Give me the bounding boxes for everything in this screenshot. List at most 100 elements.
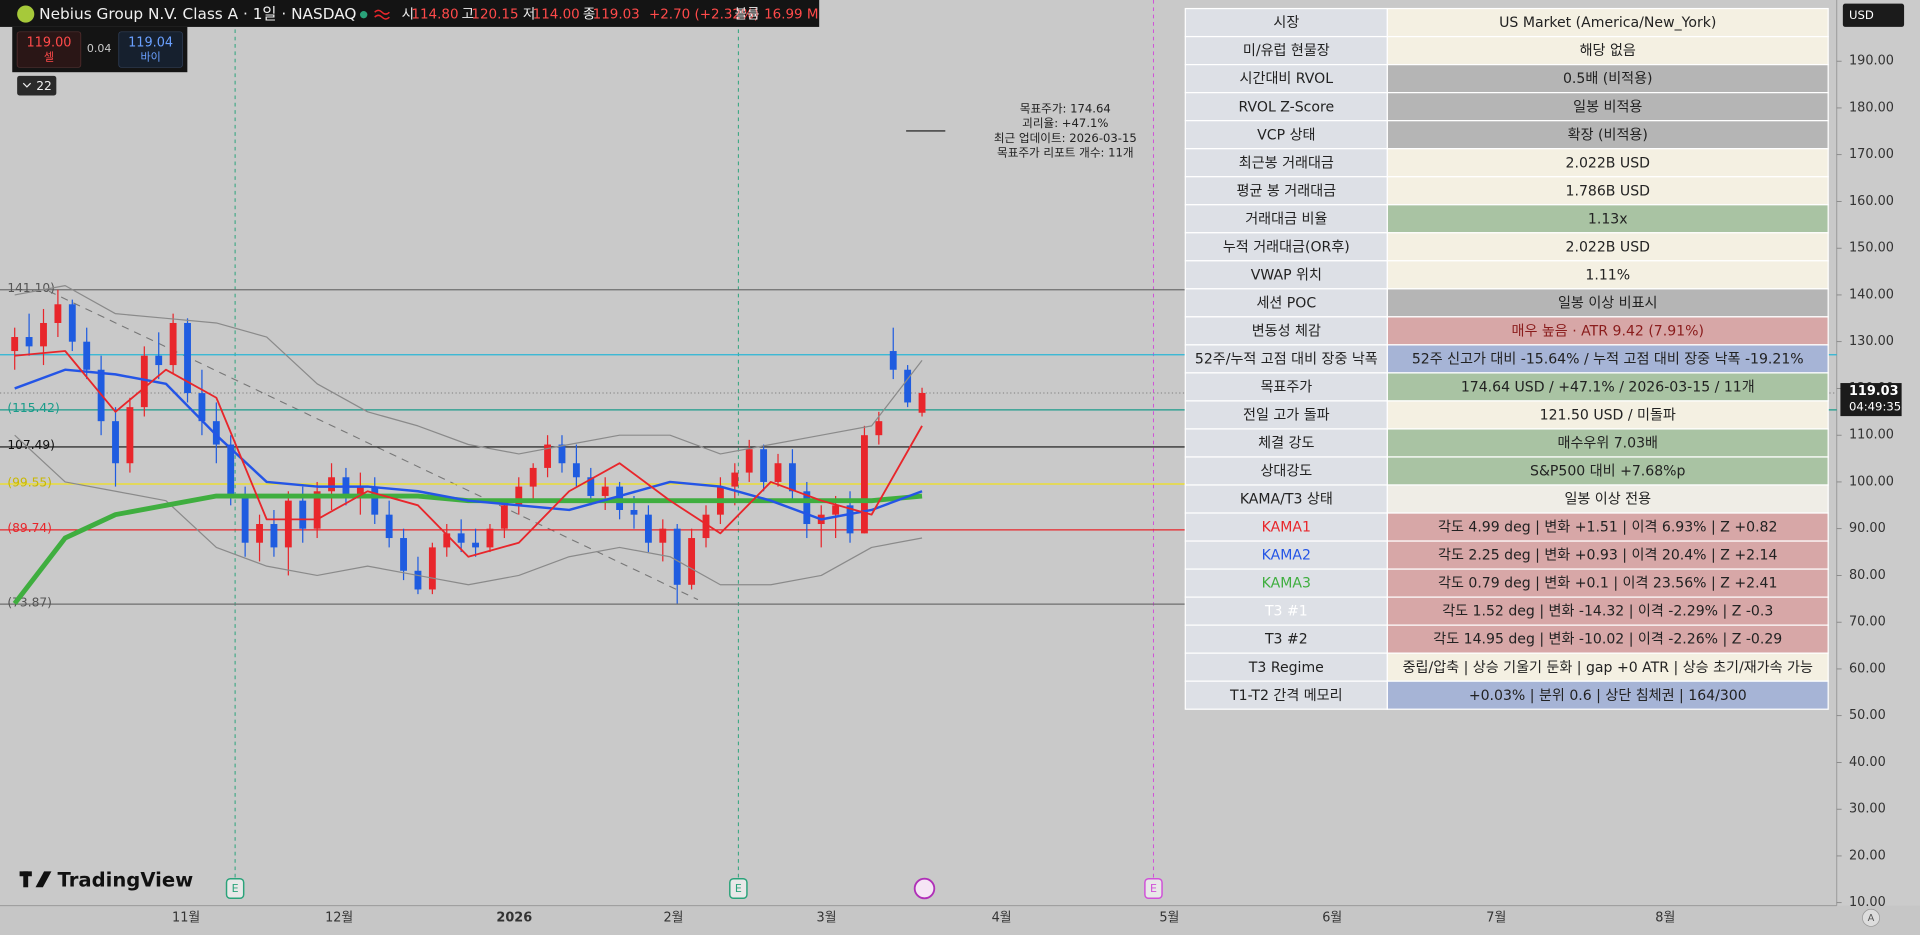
buy-button[interactable] <box>118 31 183 68</box>
table-label: 미/유럽 현물장 <box>1243 43 1330 59</box>
auto-scale-button[interactable] <box>1862 908 1880 927</box>
annotation-text: 목표주가: 174.64 <box>1020 101 1111 115</box>
candle-body <box>284 500 292 548</box>
table-value-cell <box>1386 540 1829 570</box>
candle-body <box>702 514 710 539</box>
table-value: 1.13x <box>1588 211 1628 227</box>
table-label-cell <box>1184 652 1388 682</box>
candle-body <box>385 514 393 539</box>
table-value-cell <box>1386 92 1829 122</box>
level-label: 141.10) <box>7 281 55 295</box>
logo-text: TradingView <box>58 869 194 892</box>
level-label: (89.74) <box>7 521 52 535</box>
table-label-cell <box>1184 204 1388 234</box>
ohlc-label: 종 <box>583 8 595 23</box>
candle-body <box>861 435 868 534</box>
sell-button[interactable] <box>16 31 82 68</box>
currency-button[interactable] <box>1842 3 1905 27</box>
level-label: (99.55) <box>7 475 52 489</box>
x-tick-label: 11월 <box>172 910 200 925</box>
candle-body <box>212 421 220 445</box>
table-value-cell <box>1386 288 1829 318</box>
table-value: 각도 14.95 deg | 변화 -10.02 | 이격 -2.26% | Z… <box>1433 632 1782 648</box>
indicator-toggle[interactable] <box>17 75 57 96</box>
candle-body <box>644 514 652 543</box>
candle-body <box>529 467 537 487</box>
table-value-cell <box>1386 456 1829 486</box>
candle-body <box>587 477 595 496</box>
table-label: 누적 거래대금(OR후) <box>1223 239 1350 255</box>
table-label-cell <box>1184 260 1388 290</box>
candle-body <box>515 486 523 506</box>
table-label-cell <box>1184 540 1388 570</box>
volume-label: 볼륨 <box>735 7 760 23</box>
buy-label: 바이 <box>140 51 160 64</box>
table-label: 시장 <box>1273 15 1299 31</box>
y-tick-label: 20.00 <box>1849 848 1886 863</box>
countdown: 04:49:35 <box>1849 399 1901 413</box>
spread: 0.04 <box>87 42 112 55</box>
candle-body <box>25 337 33 347</box>
candle-body <box>760 449 768 482</box>
table-label: T3 Regime <box>1248 660 1324 676</box>
table-value-cell <box>1386 316 1829 346</box>
candle-body <box>544 444 552 468</box>
earnings-marker[interactable] <box>225 877 245 900</box>
candle-body <box>270 524 278 548</box>
table-value: 2.022B USD <box>1566 239 1650 255</box>
table-label-cell <box>1184 344 1388 374</box>
dividend-marker[interactable] <box>913 877 936 900</box>
table-value-cell <box>1386 176 1829 206</box>
y-tick-label: 80.00 <box>1849 568 1886 583</box>
candle-body <box>889 351 897 370</box>
table-value: 174.64 USD / +47.1% / 2026-03-15 / 11개 <box>1461 380 1755 396</box>
table-value: 1.786B USD <box>1566 183 1650 199</box>
table-value-cell <box>1386 64 1829 94</box>
symbol: Nebius Group N.V. Class A · 1일 · NASDAQ <box>39 5 356 23</box>
table-label-cell <box>1184 92 1388 122</box>
y-tick-label: 100.00 <box>1849 474 1894 489</box>
candle-body <box>673 528 681 585</box>
annotation-text: 목표주가 리포트 개수: 11개 <box>997 145 1134 159</box>
table-label: 최근봉 거래대금 <box>1239 155 1334 171</box>
table-value: 각도 4.99 deg | 변화 +1.51 | 이격 6.93% | Z +0… <box>1438 520 1777 536</box>
earnings-marker[interactable] <box>729 877 748 900</box>
table-value: 52주 신고가 대비 -15.64% / 누적 고점 대비 장중 낙폭 -19.… <box>1412 351 1804 367</box>
candle-body <box>140 355 148 408</box>
candle-body <box>832 505 840 515</box>
earnings-marker-label: E <box>1150 882 1157 895</box>
x-tick-label: 2026 <box>496 910 532 925</box>
table-value-cell <box>1386 260 1829 290</box>
candle-body <box>788 463 796 492</box>
info-table: 시장 US Market (America/New_York) 미/유럽 현물장 해당… <box>1184 7 1829 710</box>
y-tick-label: 110.00 <box>1849 428 1894 443</box>
table-label: 시간대비 RVOL <box>1240 71 1334 87</box>
table-label-cell <box>1184 512 1388 542</box>
sell-price: 119.00 <box>26 35 71 50</box>
indicator-line <box>14 368 923 521</box>
table-label-cell <box>1184 680 1388 710</box>
table-label: 목표주가 <box>1260 380 1312 396</box>
candle-body <box>443 533 451 548</box>
table-value: 매수우위 7.03배 <box>1558 436 1658 452</box>
table-value: 매우 높음 · ATR 9.42 (7.91%) <box>1512 323 1704 339</box>
table-value: 2.022B USD <box>1566 155 1650 171</box>
table-label-cell <box>1184 456 1388 486</box>
candle-body <box>83 341 91 370</box>
candle-body <box>400 538 407 571</box>
indicator-count: 22 <box>36 79 52 93</box>
candle-body <box>486 528 494 548</box>
change: +2.70 (+2.32%) <box>649 8 759 23</box>
ohlc-value: 114.00 <box>533 8 580 23</box>
candle-body <box>601 486 609 496</box>
candle-body <box>155 355 163 366</box>
table-label: T1-T2 간격 메모리 <box>1229 688 1343 704</box>
earnings-marker[interactable] <box>1144 877 1163 900</box>
candle-body <box>846 505 854 534</box>
table-label: KAMA/T3 상태 <box>1240 492 1333 508</box>
table-label: RVOL Z-Score <box>1239 99 1335 115</box>
candle-body <box>500 505 508 529</box>
candle-body <box>472 542 479 548</box>
